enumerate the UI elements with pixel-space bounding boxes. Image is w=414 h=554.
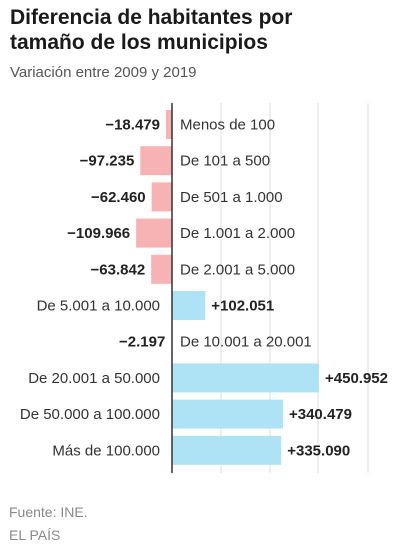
value-label: +335.090: [287, 442, 350, 459]
bar: [172, 399, 283, 429]
publisher-credit: EL PAÍS: [9, 527, 61, 543]
value-label: −109.966: [67, 225, 130, 242]
category-label: Menos de 100: [180, 117, 275, 134]
value-label: −63.842: [91, 261, 146, 278]
category-label: De 501 a 1.000: [180, 189, 283, 206]
category-label: De 101 a 500: [180, 153, 270, 170]
source-note: Fuente: INE.: [9, 504, 88, 520]
value-label: −97.235: [80, 153, 135, 170]
category-label: De 20.001 a 50.000: [28, 370, 160, 387]
value-label: −62.460: [91, 189, 146, 206]
value-label: +102.051: [211, 298, 274, 315]
category-label: Más de 100.000: [52, 442, 160, 459]
category-label: De 1.001 a 2.000: [180, 225, 295, 242]
value-label: +450.952: [325, 370, 388, 387]
category-label: De 10.001 a 20.001: [180, 334, 312, 351]
value-label: −18.479: [105, 117, 160, 134]
bar: [151, 182, 172, 212]
category-label: De 5.001 a 10.000: [37, 298, 160, 315]
chart-subtitle: Variación entre 2009 y 2019: [10, 64, 197, 81]
bar: [172, 291, 206, 320]
value-label: −2.197: [119, 334, 165, 351]
bar: [136, 218, 172, 248]
bar: [172, 363, 320, 393]
chart-title-line-1: Diferencia de habitantes por: [10, 6, 293, 29]
category-label: De 2.001 a 5.000: [180, 261, 295, 278]
chart-title: Diferencia de habitantes por tamaño de l…: [10, 5, 410, 55]
bar: [172, 435, 282, 465]
category-label: De 50.000 a 100.000: [20, 406, 160, 423]
value-label: +340.479: [289, 406, 352, 423]
bar: [151, 254, 172, 284]
bar: [140, 146, 172, 176]
chart-title-line-2: tamaño de los municipios: [10, 31, 268, 54]
bar: [165, 110, 172, 139]
